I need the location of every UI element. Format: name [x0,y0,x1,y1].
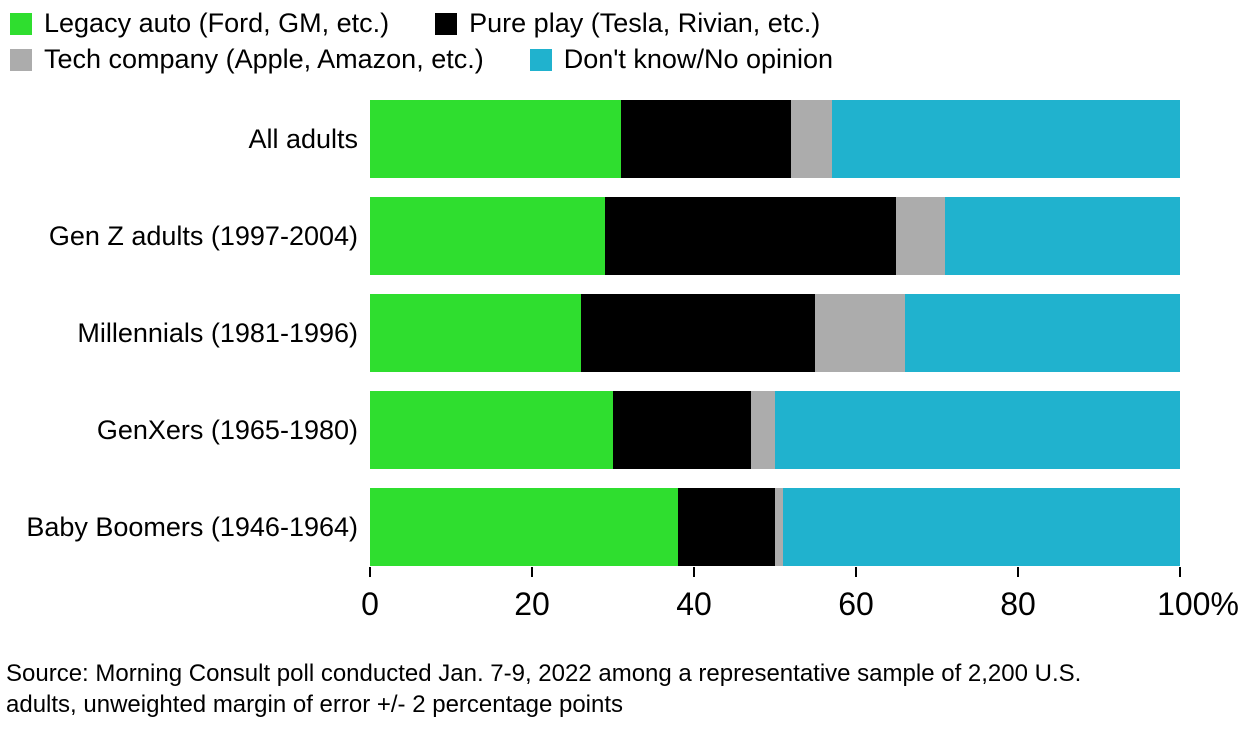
bar-segment [370,488,678,566]
bar-segment [774,391,1180,469]
x-axis-tick [855,567,857,577]
bar-segment [370,294,581,372]
legend-label: Legacy auto (Ford, GM, etc.) [44,8,390,38]
bar-segment [613,391,751,469]
legend-label: Pure play (Tesla, Rivian, etc.) [469,8,821,38]
x-axis-tick [531,567,533,577]
bar-segment [621,100,792,178]
category-label: Baby Boomers (1946-1964) [26,511,358,542]
bar-segment [945,197,1180,275]
bar-segment [370,391,613,469]
category-label: Gen Z adults (1997-2004) [48,220,358,251]
x-axis-tick [1179,567,1181,577]
legend-item: Legacy auto (Ford, GM, etc.) [10,8,389,39]
legend-row: Tech company (Apple, Amazon, etc.) Don't … [10,44,833,75]
bar-row [370,100,1180,178]
bar-segment [904,294,1180,372]
legend-swatch-icon [10,48,32,71]
bar-segment [370,100,622,178]
bar-segment [896,197,946,275]
x-axis-tick-label: 100% [1157,586,1239,622]
x-axis-tick-label: 20 [514,586,550,622]
x-axis-tick [369,567,371,577]
legend-item: Don't know/No opinion [529,44,834,75]
legend-row: Legacy auto (Ford, GM, etc.) Pure play (T… [10,8,833,39]
legend-label: Don't know/No opinion [563,44,834,74]
legend-item: Tech company (Apple, Amazon, etc.) [10,44,484,75]
x-axis-tick-label: 60 [838,586,874,622]
x-axis-tick-label: 80 [1000,586,1036,622]
bar-segment [774,488,784,566]
x-axis-tick [693,567,695,577]
bar-segment [750,391,775,469]
bar-row [370,391,1180,469]
category-label: Millennials (1981-1996) [77,317,358,348]
bar-segment [370,197,605,275]
x-axis-tick [1017,567,1019,577]
bar-segment [815,294,905,372]
x-axis-tick-label: 0 [361,586,379,622]
legend-swatch-icon [435,12,458,35]
legend-swatch-icon [10,12,32,35]
bar-segment [791,100,832,178]
bar-row [370,294,1180,372]
legend: Legacy auto (Ford, GM, etc.) Pure play (T… [10,8,833,75]
bar-segment [831,100,1180,178]
bar-segment [783,488,1180,566]
bar-segment [604,197,897,275]
bar-row [370,197,1180,275]
legend-swatch-icon [529,48,552,71]
bar-segment [677,488,775,566]
bar-segment [580,294,816,372]
category-label: GenXers (1965-1980) [96,414,358,445]
legend-item: Pure play (Tesla, Rivian, etc.) [435,8,820,39]
source-note: Source: Morning Consult poll conducted J… [6,660,1082,718]
legend-label: Tech company (Apple, Amazon, etc.) [44,44,484,74]
category-label: All adults [248,123,358,154]
x-axis-tick-label: 40 [676,586,712,622]
bar-row [370,488,1180,566]
